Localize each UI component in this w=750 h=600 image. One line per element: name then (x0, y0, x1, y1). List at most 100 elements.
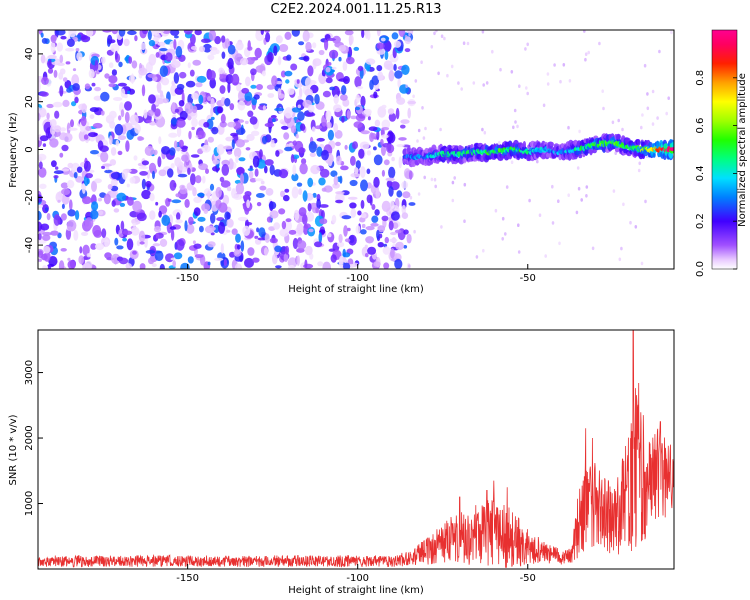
spectrogram-noise-cell (209, 183, 215, 191)
spectrogram-residual-cell (482, 83, 486, 87)
spectrogram-noise-cell (254, 168, 259, 177)
spectrogram-noise-cell (53, 214, 61, 226)
spectrogram-noise-cell (172, 260, 176, 268)
spectrogram-noise-cell (221, 164, 230, 176)
spectrogram-noise-cell (319, 218, 328, 225)
spectrogram-noise-cell (175, 239, 185, 251)
spectrogram-noise-cell (66, 87, 72, 93)
spectrogram-noise-cell (204, 225, 215, 234)
snr-panel: -150 -100 -50 1000 2000 3000 Height of strai… (8, 329, 675, 596)
spectrogram-noise-cell (78, 255, 84, 265)
spectrogram-signal-cell (578, 153, 583, 159)
spectrogram-noise-cell (292, 140, 298, 146)
spectrogram-residual-cell (567, 193, 570, 197)
spectrogram-noise-cell (388, 166, 396, 179)
spectrogram-noise-cell (330, 254, 337, 263)
spectrogram-noise-cell (194, 254, 204, 259)
spectrogram-noise-cell (390, 248, 395, 259)
spectrogram-noise-cell (343, 262, 351, 269)
x-tick-label: -100 (346, 573, 369, 584)
spectrogram-noise-cell (234, 263, 243, 269)
spectrogram-noise-cell (111, 30, 119, 35)
spectrogram-noise-cell (197, 216, 206, 222)
spectrogram-noise-cell (338, 233, 343, 243)
spectrogram-noise-cell (191, 92, 200, 100)
spectrogram-residual-cell (404, 34, 408, 39)
spectrogram-residual-cell (620, 246, 623, 251)
spectrogram-noise-cell (89, 114, 95, 120)
spectrogram-noise-cell (152, 170, 155, 180)
spectrogram-noise-cell (357, 210, 362, 216)
spectrogram-noise-cell (254, 47, 262, 59)
spectrogram-noise-cell (94, 86, 101, 92)
spectrogram-noise-cell (62, 77, 68, 82)
spectrogram-noise-cell (396, 190, 403, 198)
spectrogram-noise-cell (292, 237, 299, 250)
spectrogram-noise-cell (316, 137, 325, 142)
spectrogram-noise-cell (408, 202, 416, 206)
spectrogram-noise-cell (82, 244, 90, 256)
spectrogram-residual-cell (602, 106, 605, 111)
spectrogram-noise-cell (60, 127, 66, 132)
spectrogram-residual-cell (524, 47, 527, 51)
colorbar-tick-label: 0.4 (695, 165, 706, 181)
spectrogram-noise-cell (298, 207, 307, 217)
spectrogram-noise-cell (296, 223, 304, 235)
spectrogram-noise-cell (53, 170, 64, 175)
spectrogram-residual-cell (451, 198, 455, 203)
spectrogram-residual-cell (587, 50, 590, 55)
spectrogram-residual-cell (499, 67, 502, 72)
spectrogram-noise-cell (109, 110, 117, 119)
spectrogram-noise-cell (159, 238, 168, 247)
spectrogram-noise-cell (198, 94, 204, 105)
spectrogram-noise-cell (354, 76, 362, 88)
spectrogram-noise-cell (73, 230, 79, 241)
spectrogram-noise-cell (110, 147, 117, 156)
spectrogram-noise-cell (246, 57, 255, 65)
spectrogram-noise-cell (81, 231, 89, 236)
spectrogram-noise-cell (157, 41, 166, 47)
spectrogram-noise-cell (299, 123, 306, 131)
spectrogram-residual-cell (585, 194, 588, 198)
spectrogram-noise-cell (304, 88, 313, 97)
spectrogram-residual-cell (466, 41, 470, 46)
spectrogram-noise-cell (59, 68, 66, 75)
spectrogram-noise-cell (221, 159, 230, 166)
spectrogram-noise-cell (388, 220, 394, 231)
spectrogram-noise-cell (376, 65, 383, 72)
spectrogram-noise-cell (338, 78, 349, 82)
spectrogram-noise-cell (158, 169, 167, 177)
spectrogram-noise-cell (327, 129, 334, 141)
colorbar-gradient (712, 30, 737, 269)
spectrogram-noise-cell (145, 180, 152, 188)
spectrogram-noise-cell (244, 91, 253, 102)
spectrogram-noise-cell (39, 183, 47, 189)
spectrogram-noise-cell (187, 256, 194, 264)
spectrogram-noise-cell (383, 262, 390, 269)
spectrogram-noise-cell (210, 98, 215, 109)
spectrogram-noise-cell (296, 255, 301, 266)
spectrogram-residual-cell (423, 175, 427, 180)
spectrogram-noise-cell (246, 134, 255, 141)
spectrogram-noise-cell (47, 54, 57, 60)
spectrogram-noise-cell (340, 94, 348, 101)
spectrogram-noise-cell (310, 164, 320, 175)
spectrogram-signal-cell (549, 141, 554, 147)
spectrogram-residual-cell (618, 257, 622, 262)
spectrogram-noise-cell (302, 214, 308, 225)
spectrogram-noise-cell (377, 242, 384, 248)
spectrogram-noise-cell (383, 159, 390, 166)
spectrogram-noise-cell (145, 119, 152, 123)
spectrogram-noise-cell (179, 184, 186, 190)
spectrogram-noise-cell (57, 62, 65, 66)
spectrogram-noise-cell (198, 163, 209, 171)
spectrogram-residual-cell (413, 229, 416, 234)
spectrogram-noise-cell (120, 220, 125, 232)
colorbar-label: Normalized spectral amplitude (737, 73, 748, 227)
spectrogram-noise-cell (331, 214, 337, 224)
spectrogram-noise-cell (233, 249, 242, 257)
spectrogram-noise-cell (314, 125, 322, 130)
spectrogram-noise-cell (312, 42, 317, 49)
spectrogram-residual-cell (621, 127, 624, 132)
spectrogram-noise-cell (210, 213, 216, 224)
